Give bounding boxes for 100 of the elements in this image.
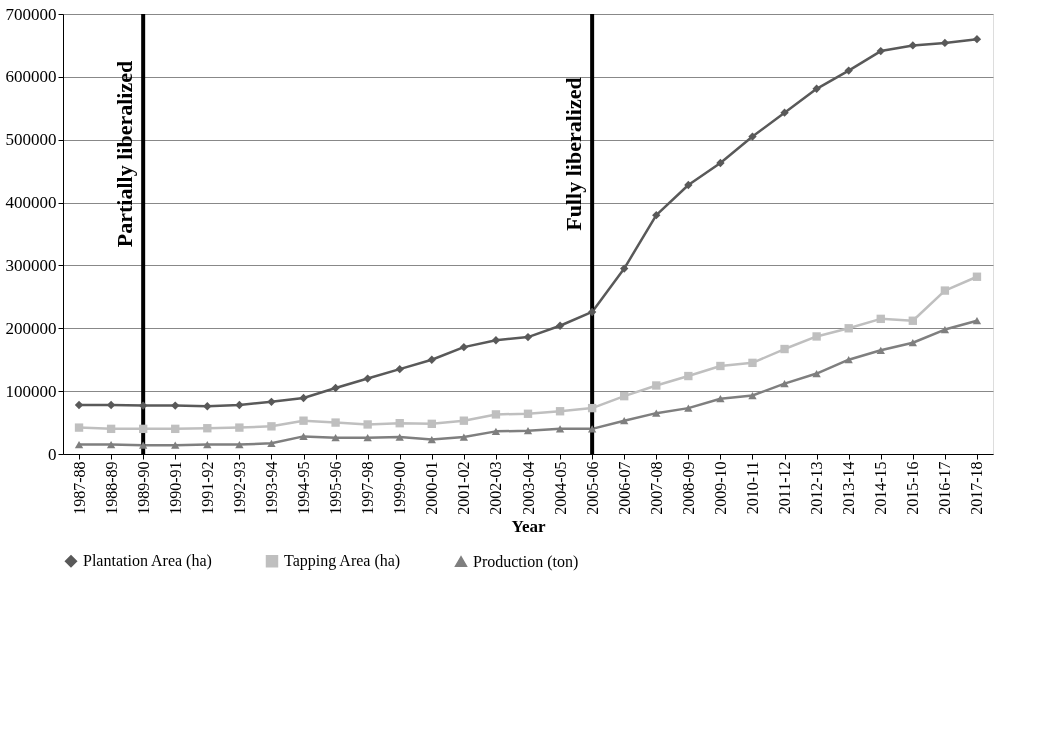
point [523, 409, 533, 418]
point [171, 441, 180, 449]
point [267, 439, 276, 447]
point [844, 356, 853, 364]
point [523, 427, 533, 435]
x-tick-label: 2001-02 [455, 461, 473, 515]
x-tick-label: 1995-96 [327, 461, 345, 515]
point [716, 395, 725, 403]
point [940, 286, 950, 295]
x-tick-label: 2006-07 [615, 461, 633, 515]
point [780, 344, 789, 354]
point [427, 419, 436, 429]
point [235, 440, 244, 449]
point [203, 424, 212, 433]
x-tick-label: 2004-05 [551, 461, 569, 515]
point [74, 423, 84, 432]
point [395, 419, 404, 428]
point [395, 364, 404, 374]
point [267, 422, 276, 431]
point [587, 403, 597, 413]
x-tick-label: 2013-14 [840, 461, 858, 515]
point [844, 324, 853, 333]
point [876, 346, 885, 354]
point [299, 393, 308, 403]
point [652, 210, 661, 220]
point [171, 401, 180, 410]
point [363, 374, 372, 383]
point [748, 358, 757, 368]
point [138, 424, 148, 434]
point [684, 404, 693, 412]
point [908, 339, 918, 347]
ref-line-label: Fully liberalized [561, 77, 587, 231]
point [652, 409, 661, 417]
point [587, 307, 597, 317]
point [106, 440, 116, 449]
point [652, 381, 661, 390]
legend-label: Tapping Area (ha) [284, 552, 401, 571]
point [203, 440, 212, 449]
point [171, 424, 180, 434]
y-tick-label: 300000 [5, 255, 57, 275]
x-tick-label: 1993-94 [262, 461, 280, 515]
point [331, 383, 340, 393]
point [716, 158, 725, 168]
y-tick-label: 500000 [5, 130, 57, 150]
point [748, 132, 757, 141]
point [491, 336, 501, 345]
point [427, 355, 436, 364]
point [812, 332, 821, 341]
point [491, 410, 501, 419]
point [523, 332, 533, 342]
point [748, 391, 757, 400]
point [267, 397, 276, 407]
x-tick-label: 1999-00 [391, 461, 409, 515]
point [395, 433, 404, 441]
point [138, 401, 148, 410]
point [844, 66, 853, 75]
x-tick-label: 1994-95 [295, 461, 313, 515]
point [876, 314, 885, 324]
point [299, 416, 308, 425]
point [427, 435, 436, 444]
point [363, 420, 372, 429]
y-tick-label: 100000 [5, 381, 57, 401]
x-tick-label: 2011-12 [776, 461, 794, 515]
x-tick-label: 1992-93 [230, 461, 248, 515]
x-tick-label: 2002-03 [487, 461, 505, 515]
point [780, 379, 789, 388]
x-tick-label: 2007-08 [647, 461, 665, 515]
point [812, 84, 821, 93]
x-tick-label: 2012-13 [808, 461, 826, 515]
y-tick-label: 700000 [5, 4, 57, 24]
point [876, 46, 885, 56]
point [331, 434, 340, 442]
point [908, 41, 918, 50]
point [138, 441, 148, 449]
x-tick-label: 2005-06 [583, 461, 601, 515]
point [299, 432, 308, 441]
x-tick-label: 1991-92 [198, 461, 216, 515]
legend-label: Plantation Area (ha) [83, 552, 212, 571]
point [972, 272, 982, 281]
point [235, 400, 244, 410]
ref-line-label: Partially liberalized [112, 60, 138, 248]
point [684, 371, 693, 381]
y-tick-label: 0 [48, 444, 57, 464]
x-tick-label: 2016-17 [936, 461, 954, 515]
point [620, 264, 629, 273]
x-tick-label: 1997-98 [359, 461, 377, 515]
point [684, 180, 693, 190]
point [235, 423, 244, 432]
point [363, 434, 372, 442]
point [716, 361, 725, 371]
x-axis-title: Year [511, 516, 546, 536]
point [331, 418, 340, 427]
point [555, 407, 565, 416]
point [940, 325, 950, 334]
x-tick-label: 2015-16 [904, 461, 922, 515]
point [459, 433, 469, 441]
point [106, 424, 116, 434]
point [459, 416, 469, 425]
point [620, 391, 629, 401]
x-tick-label: 1988-89 [102, 461, 120, 515]
